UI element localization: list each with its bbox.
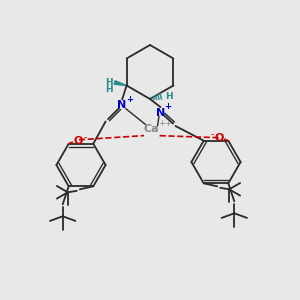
Polygon shape (114, 81, 127, 85)
Text: +: + (126, 94, 133, 103)
Text: O: O (214, 133, 224, 143)
Text: +: + (164, 102, 172, 111)
Text: N: N (156, 107, 165, 118)
Text: ++: ++ (158, 118, 172, 127)
Text: -: - (211, 129, 214, 139)
Text: H: H (165, 92, 172, 100)
Text: H: H (105, 78, 112, 87)
Text: -: - (83, 132, 87, 142)
Text: N: N (118, 100, 127, 110)
Text: O: O (73, 136, 82, 146)
Text: H: H (105, 85, 112, 94)
Text: Ca: Ca (144, 124, 159, 134)
